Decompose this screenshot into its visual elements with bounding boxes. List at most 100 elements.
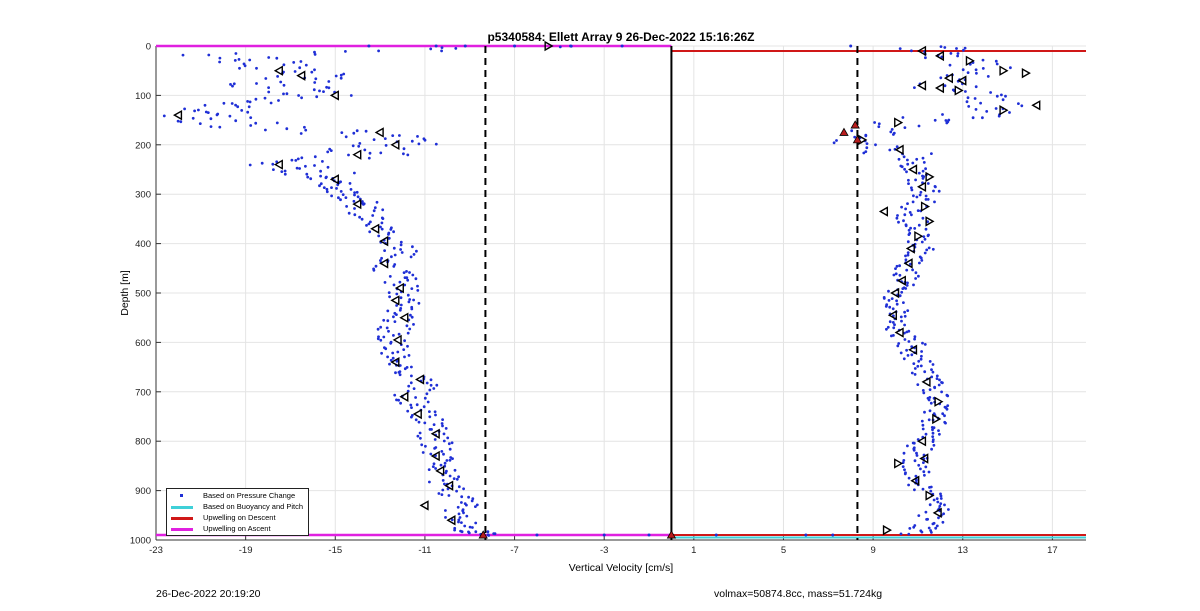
pressure-change-point: [228, 114, 232, 118]
pressure-change-point: [319, 174, 322, 178]
pressure-change-point: [440, 46, 444, 49]
pressure-change-point: [914, 474, 918, 478]
pressure-change-point: [412, 253, 416, 256]
pressure-change-point: [326, 165, 330, 169]
pressure-change-point: [941, 412, 945, 416]
pressure-change-point: [928, 388, 932, 391]
pressure-change-point: [279, 80, 283, 84]
pressure-change-point: [917, 124, 921, 128]
buoyancy-triangle-marker: [379, 258, 389, 269]
buoyancy-triangle-marker: [890, 287, 900, 299]
pressure-change-point: [352, 199, 356, 203]
pressure-change-point: [353, 171, 356, 175]
pressure-change-point: [940, 55, 944, 59]
pressure-change-point: [463, 44, 467, 48]
buoyancy-triangle-marker: [999, 65, 1009, 76]
pressure-change-point: [443, 461, 447, 465]
pressure-change-point: [907, 483, 910, 487]
pressure-change-point: [923, 410, 926, 414]
pressure-change-point: [416, 135, 419, 138]
pressure-change-point: [318, 89, 321, 93]
pressure-change-point: [445, 459, 449, 462]
pressure-change-point: [234, 119, 238, 123]
pressure-change-point: [927, 470, 931, 474]
pressure-change-point: [277, 99, 280, 102]
pressure-change-point: [903, 338, 907, 341]
pressure-change-point: [460, 501, 463, 504]
pressure-change-point: [463, 524, 467, 528]
pressure-change-point: [903, 472, 907, 476]
pressure-change-point: [315, 95, 319, 99]
pressure-change-point: [905, 284, 909, 287]
buoyancy-triangle-marker: [908, 344, 918, 356]
pressure-change-point: [254, 121, 258, 125]
pressure-change-point: [921, 177, 925, 180]
y-tick-label: 900: [135, 486, 151, 497]
pressure-change-point: [917, 514, 921, 517]
pressure-change-point: [439, 463, 443, 467]
pressure-change-point: [407, 354, 411, 357]
pressure-change-point: [275, 56, 279, 60]
pressure-change-point: [313, 68, 316, 72]
pressure-change-point: [943, 46, 947, 49]
pressure-change-point: [353, 193, 356, 197]
pressure-change-point: [434, 413, 437, 417]
pressure-change-point: [915, 454, 919, 457]
pressure-change-point: [230, 102, 234, 105]
pressure-change-point: [877, 122, 881, 126]
pressure-change-point: [899, 315, 903, 319]
pressure-change-point: [243, 64, 247, 68]
pressure-change-point: [898, 47, 902, 50]
pressure-change-point: [457, 485, 461, 489]
pressure-change-point: [381, 208, 385, 212]
pressure-change-point: [369, 220, 372, 224]
pressure-change-point: [924, 227, 928, 231]
legend-label: Upwelling on Descent: [203, 513, 276, 522]
pressure-change-point: [304, 128, 308, 132]
pressure-change-point: [349, 188, 353, 191]
pressure-change-point: [916, 383, 920, 386]
pressure-change-point: [391, 134, 395, 138]
pressure-change-point: [352, 131, 356, 135]
pressure-change-point: [238, 66, 241, 70]
pressure-change-point: [919, 467, 922, 471]
pressure-change-point: [312, 88, 316, 92]
pressure-change-point: [267, 56, 271, 59]
pressure-change-point: [908, 211, 912, 214]
pressure-change-point: [457, 520, 460, 524]
pressure-change-point: [939, 497, 943, 500]
pressure-change-point: [283, 169, 287, 173]
pressure-change-point: [894, 267, 897, 270]
pressure-change-point: [922, 461, 925, 464]
buoyancy-triangle-marker: [894, 327, 904, 338]
pressure-change-point: [471, 526, 474, 529]
pressure-change-point: [916, 209, 920, 213]
pressure-change-point: [428, 480, 431, 484]
pressure-change-point: [319, 182, 323, 186]
buoyancy-triangle-marker: [894, 117, 904, 128]
pressure-change-point: [450, 441, 454, 445]
pressure-change-point: [321, 160, 324, 163]
buoyancy-triangle-marker: [412, 408, 422, 420]
pressure-change-point: [897, 342, 901, 345]
pressure-change-point: [898, 264, 901, 268]
pressure-change-point: [884, 305, 888, 308]
pressure-change-point: [304, 63, 308, 67]
pressure-change-point: [935, 497, 939, 500]
buoyancy-triangle-marker: [999, 105, 1009, 116]
pressure-change-point: [569, 44, 573, 48]
pressure-change-point: [218, 60, 222, 64]
pressure-change-point: [237, 58, 241, 61]
pressure-change-point: [360, 217, 364, 221]
pressure-change-point: [405, 324, 409, 328]
pressure-change-point: [402, 147, 406, 151]
pressure-change-point: [434, 142, 438, 146]
pressure-change-point: [407, 300, 411, 304]
pressure-change-point: [325, 187, 329, 191]
pressure-change-point: [304, 164, 307, 168]
pressure-change-point: [900, 165, 904, 169]
pressure-change-point: [902, 301, 905, 304]
pressure-change-point: [325, 190, 329, 194]
pressure-change-point: [932, 426, 936, 430]
pressure-change-point: [920, 530, 924, 534]
